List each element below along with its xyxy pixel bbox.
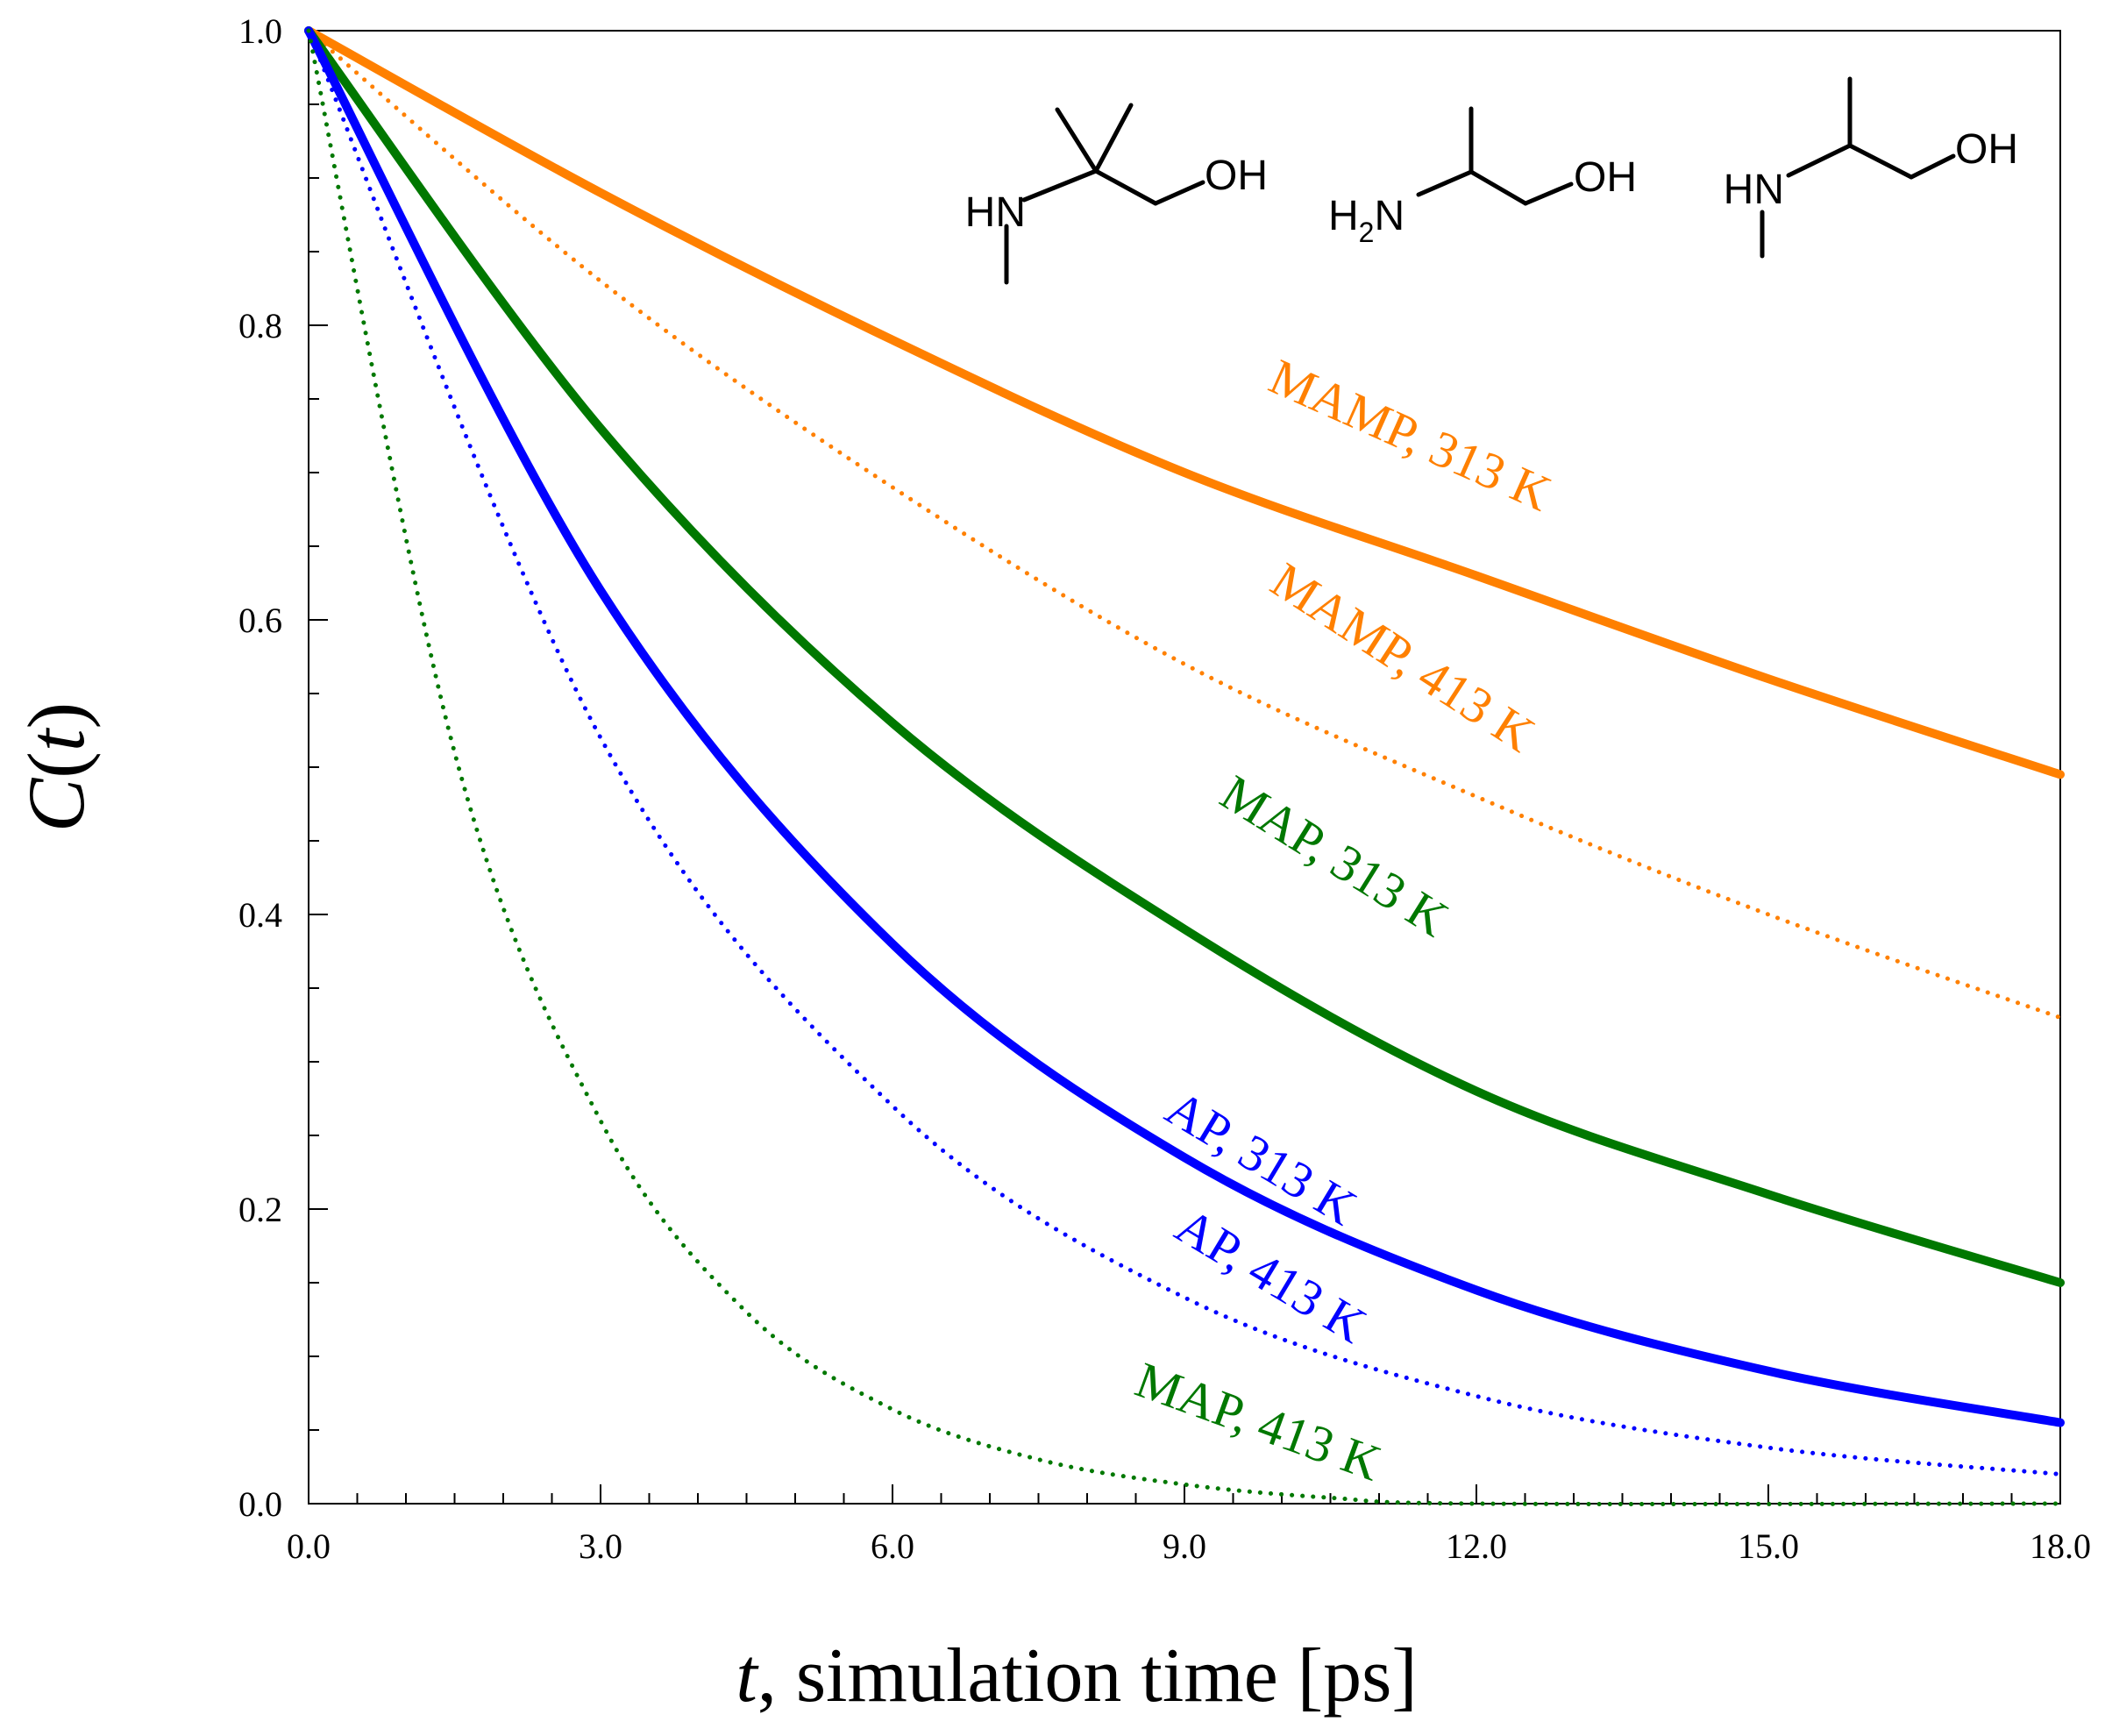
x-tick-label: 12.0: [1446, 1526, 1507, 1566]
molecule-ap: H2N OH: [1328, 106, 1637, 248]
molecule-mamp: HN OH: [965, 103, 1268, 285]
y-axis-close-paren: ): [11, 702, 101, 729]
series-label-5: MAP, 413 K: [1128, 1351, 1388, 1492]
series-line-5: [306, 28, 2063, 1506]
x-tick-label: 9.0: [1163, 1526, 1206, 1566]
y-tick-label: 0.8: [238, 306, 282, 345]
series-line-1: [306, 28, 2063, 1021]
x-tick-label: 6.0: [871, 1526, 914, 1566]
y-tick-label: 0.4: [238, 895, 282, 935]
mamp-oh-label: OH: [1205, 153, 1268, 199]
y-tick-label: 0.2: [238, 1190, 282, 1229]
x-tick-label: 18.0: [2030, 1526, 2091, 1566]
series-line-4: [306, 28, 2063, 1476]
series-line-2: [304, 26, 2065, 1287]
mamp-nh-label: HN: [965, 189, 1026, 236]
y-axis-title: C(t): [11, 702, 101, 832]
x-tick-labels: 0.0 3.0 6.0 9.0 12.0 15.0 18.0: [287, 1526, 2091, 1566]
x-axis-title: t, simulation time [ps]: [736, 1633, 1417, 1718]
ap-nh2-label: H2N: [1328, 193, 1405, 248]
series-lines: [304, 26, 2065, 1506]
y-axis-var-t: t: [11, 727, 101, 751]
x-tick-label: 15.0: [1738, 1526, 1799, 1566]
y-tick-label: 0.6: [238, 601, 282, 640]
x-tick-label: 3.0: [579, 1526, 622, 1566]
plot-area: [308, 30, 2061, 1505]
y-axis-var-c: C: [11, 777, 101, 832]
map-oh-label: OH: [1955, 126, 2018, 173]
ap-oh-label: OH: [1574, 154, 1637, 201]
x-axis-var: t: [736, 1633, 759, 1718]
y-tick-labels: 0.0 0.2 0.4 0.6 0.8 1.0: [238, 11, 282, 1524]
y-axis-open-paren: (: [11, 751, 101, 779]
x-axis-title-rest: , simulation time [ps]: [757, 1633, 1418, 1718]
molecule-map: HN OH: [1724, 76, 2018, 259]
series-label-2: MAP, 313 K: [1211, 764, 1458, 948]
y-tick-label: 0.0: [238, 1484, 282, 1524]
x-tick-label: 0.0: [287, 1526, 331, 1566]
series-line-0: [304, 26, 2065, 779]
y-tick-label: 1.0: [238, 11, 282, 51]
map-nh-label: HN: [1724, 167, 1784, 213]
series-label-0: MAMP, 313 K: [1262, 347, 1560, 522]
axis-ticks: [308, 30, 2061, 1505]
series-line-3: [304, 26, 2065, 1427]
